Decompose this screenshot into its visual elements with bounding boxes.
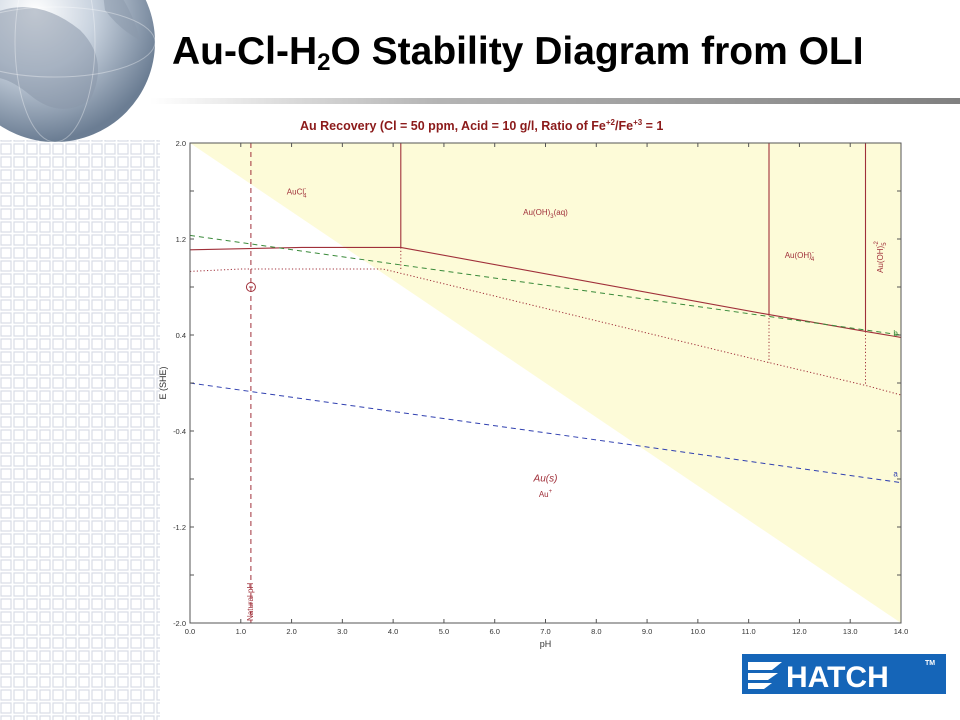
y-tick-label: 0.4 <box>176 331 186 340</box>
x-tick-label: 9.0 <box>642 627 652 636</box>
hatch-logo-tm: TM <box>925 660 935 667</box>
x-tick-label: 1.0 <box>236 627 246 636</box>
title-rule <box>150 98 960 104</box>
x-tick-label: 4.0 <box>388 627 398 636</box>
region-label: Au(OH)3(aq) <box>523 208 568 220</box>
x-tick-label: 11.0 <box>742 627 756 636</box>
x-tick-label: 5.0 <box>439 627 449 636</box>
x-tick-label: 6.0 <box>489 627 499 636</box>
x-tick-label: 3.0 <box>337 627 347 636</box>
slide-title: Au-Cl-H2O Stability Diagram from OLI <box>172 30 864 76</box>
x-tick-label: 10.0 <box>691 627 706 636</box>
water-line-label: a <box>893 470 898 479</box>
y-tick-label: -2.0 <box>173 619 186 628</box>
hatch-logo-mark-icon <box>748 662 782 689</box>
series-lower-boundary <box>189 268 902 396</box>
grid-texture <box>0 140 160 720</box>
natural-ph-marker <box>245 282 256 292</box>
region-label: Au+ <box>539 489 553 499</box>
region-label-rotated: Au(OH)5-2 <box>874 240 888 272</box>
series-water-line-a <box>189 382 902 484</box>
y-tick-label: -1.2 <box>173 523 186 532</box>
chart-title: Au Recovery (Cl = 50 ppm, Acid = 10 g/l,… <box>300 118 664 133</box>
hatch-logo: HATCH TM <box>742 654 946 694</box>
y-axis-label: E (SHE) <box>158 366 168 399</box>
x-tick-label: 7.0 <box>540 627 550 636</box>
water-line-label: b <box>893 329 898 338</box>
globe-icon <box>0 0 156 143</box>
x-tick-label: 2.0 <box>286 627 296 636</box>
x-axis-label: pH <box>540 639 552 649</box>
region-label: Au(OH)-4 <box>785 250 815 263</box>
region-label: Au(s) <box>533 473 558 484</box>
series-upper-boundary <box>189 246 902 338</box>
series-water-line-b <box>189 234 902 336</box>
x-tick-label: 8.0 <box>591 627 601 636</box>
x-tick-label: 0.0 <box>185 627 195 636</box>
y-tick-label: 2.0 <box>176 139 186 148</box>
natural-ph-label: Natural pH <box>246 583 255 621</box>
shaded-region <box>190 143 901 623</box>
y-tick-label: -0.4 <box>173 427 186 436</box>
hatch-logo-text: HATCH <box>786 661 889 694</box>
region-label: AuCl-4 <box>287 187 307 200</box>
x-tick-label: 14.0 <box>894 627 909 636</box>
y-tick-label: 1.2 <box>176 235 186 244</box>
x-tick-label: 12.0 <box>792 627 807 636</box>
x-tick-label: 13.0 <box>843 627 858 636</box>
